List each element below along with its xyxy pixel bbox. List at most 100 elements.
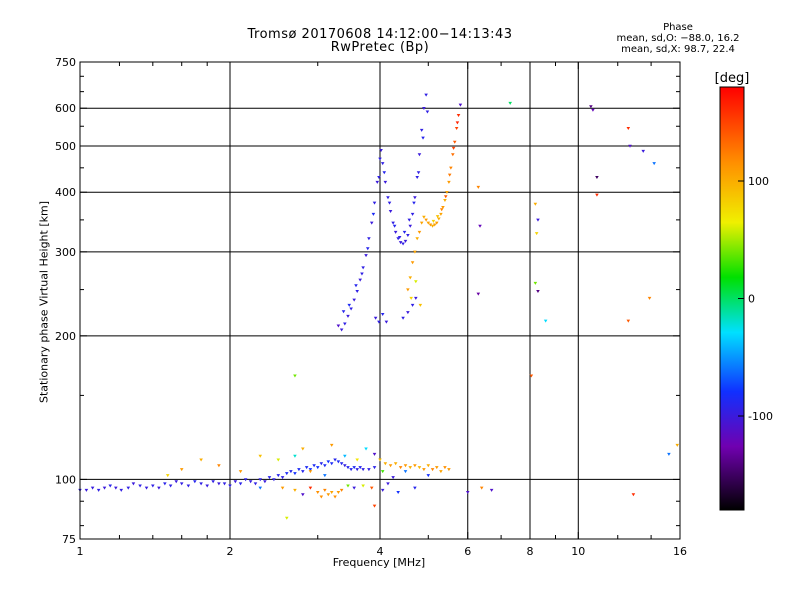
data-point [284,516,289,520]
data-point [382,171,387,175]
data-point [186,484,191,488]
data-point [675,443,680,447]
x-tick-label: 2 [227,545,234,558]
data-point [451,146,456,150]
data-point [238,482,243,486]
data-point [435,215,440,219]
data-point [447,180,451,184]
data-point [508,101,512,105]
data-point [417,153,422,157]
data-point [211,480,215,484]
data-point [301,447,305,451]
data-point [409,296,413,300]
data-point [361,468,365,472]
y-tick-label: 750 [55,56,76,69]
data-point [336,460,341,464]
data-point [253,482,258,486]
data-point [391,221,395,225]
data-point [263,480,267,484]
x-tick-label: 16 [673,545,687,558]
data-point [391,476,395,480]
data-point [426,464,431,468]
data-point [179,468,184,472]
data-point [413,250,417,254]
data-point [90,486,95,490]
data-point [388,464,393,468]
data-point [426,221,431,225]
data-point [349,307,353,311]
data-point [383,180,388,184]
data-point [258,454,263,458]
data-point [430,468,435,472]
data-point [408,276,413,280]
data-point [346,314,350,318]
data-point [289,470,293,474]
colorbar-ticks: 100 0 -100 [738,175,773,423]
data-point [217,464,221,468]
data-point [401,316,405,320]
data-point [372,452,377,456]
x-tick-label: 4 [377,545,384,558]
data-point [529,374,534,378]
data-point [380,488,385,492]
data-point [401,242,405,246]
data-point [131,482,136,486]
data-point [284,472,289,476]
data-point [384,320,389,324]
data-point [138,484,142,488]
data-point [343,464,347,468]
x-tick-label: 1 [77,545,84,558]
data-point [439,212,443,216]
data-point [243,478,248,482]
data-point [414,280,418,284]
data-point [595,193,599,197]
data-point [84,488,89,492]
data-point [403,464,408,468]
phase-legend-o-mode: mean, sd,O: −88.0, 16.2 [616,33,740,44]
data-point [413,486,417,490]
data-point [319,495,324,499]
data-point [323,464,327,468]
data-point [126,486,131,490]
data-point [388,209,393,213]
data-point [396,491,400,495]
data-point [355,468,359,472]
data-point [458,103,463,107]
data-point [543,319,548,323]
axis-ticks: 1 2 4 6 8 10 16 75 100 200 300 400 500 600 750 [55,56,687,558]
data-point [378,458,382,462]
data-point [667,452,671,456]
data-point [478,224,482,228]
data-point [408,466,413,470]
data-point [174,480,179,484]
data-point [238,470,243,474]
data-point [336,324,341,328]
data-point [383,462,388,466]
data-point [304,466,309,470]
data-point [641,149,646,153]
data-point [396,237,400,241]
data-point [179,482,184,486]
x-axis-title: Frequency [MHz] [332,556,426,569]
data-point [408,224,413,228]
data-point [308,468,313,472]
x-tick-label: 10 [571,545,585,558]
data-point [293,488,297,492]
data-point [417,466,422,470]
data-point [361,484,365,488]
data-point [358,278,362,282]
data-point [425,110,430,114]
data-point [248,480,253,484]
data-point [447,173,452,177]
data-point [272,478,276,482]
data-point [341,310,346,314]
data-point [352,298,356,302]
data-point [369,221,374,225]
data-point [151,484,155,488]
data-point [386,482,390,486]
data-point [258,486,263,490]
data-point [315,466,320,470]
data-point [445,191,449,195]
data-point [205,484,209,488]
data-point [375,180,380,184]
